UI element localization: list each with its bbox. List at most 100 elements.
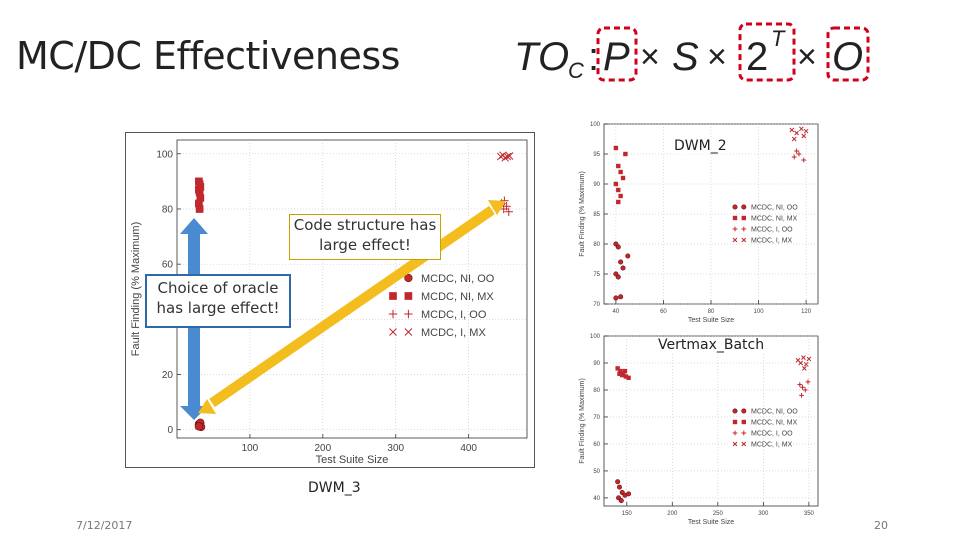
br-point-1-3 [623,374,629,379]
br-xtick-label-1: 200 [667,511,678,517]
br-legend-label-0: MCDC, NI, OO [751,408,798,415]
code-structure-note: Code structure has large effect! [289,214,441,260]
formula-p-box [596,26,638,82]
tr-point-1-1 [616,163,621,169]
tr-ylabel: Fault Finding (% Maximum) [579,171,586,257]
main-point-3-2 [501,154,509,162]
tr-point-3-0 [789,127,795,133]
br-legend-marker-a-1 [732,419,738,425]
formula: T O C : P × S × 2 T × O [514,22,870,83]
main-point-3-4 [505,152,514,160]
br-plot-area [603,335,819,507]
tr-series-3 [789,126,809,142]
br-point-3-4 [806,356,812,362]
br-ytick-label-5: 90 [593,361,600,367]
main-xtick-label-1: 200 [314,443,331,454]
tr-ytick-label-2: 80 [593,242,600,248]
tr-series-0 [613,241,631,301]
tr-legend-marker-b-2 [741,226,747,232]
tr-point-3-3 [803,128,809,134]
tr-legend-marker-b-3 [741,237,747,243]
tr-point-0-7 [613,295,619,301]
br-series-1 [615,366,631,381]
br-point-3-5-b [801,366,807,371]
main-point-1-5 [196,194,205,202]
tr-point-0-8 [618,294,624,300]
main-point-3-2-b [501,154,509,162]
br-legend-marker-a-3-b [732,441,738,447]
br-xlabel: Test Suite Size [688,519,734,526]
tr-point-0-2 [618,259,624,265]
tr-point-3-5-b [801,133,807,139]
br-xtick-label-3: 300 [758,511,769,517]
tr-point-1-8 [616,199,621,205]
formula-p: P [603,35,630,79]
br-ytick-label-3: 70 [593,415,600,421]
br-point-3-2 [801,355,806,360]
tr-point-1-0 [613,145,619,151]
tr-point-3-4 [791,136,797,142]
main-point-1-4 [195,188,204,197]
tr-point-1-7 [623,151,628,157]
main-xlabel: Test Suite Size [316,454,389,466]
br-point-2-1 [800,384,805,390]
br-point-0-6 [626,491,632,497]
br-point-3-0-b [795,357,801,363]
br-point-0-5 [618,498,624,504]
br-point-3-5 [801,366,807,371]
br-point-1-1 [618,368,623,374]
main-legend-label-0: MCDC, NI, OO [421,273,495,285]
main-legend-marker-a-0 [388,273,398,283]
tr-legend: MCDC, NI, OO MCDC, NI, MX MCDC, I, OO MCDC,… [732,204,798,244]
br-series-2 [797,379,811,398]
main-chart-caption: DWM_3 [308,480,361,496]
tr-ytick-label-1: 75 [593,272,600,278]
tr-point-3-1-b [794,130,799,136]
tr-point-1-2 [618,169,623,175]
tr-point-2-3 [794,148,799,154]
main-legend-label-2: MCDC, I, OO [421,309,487,321]
br-point-2-0 [797,382,803,387]
tr-xtick-label-2: 80 [708,309,715,315]
tr-legend-marker-b-3-b [741,237,747,243]
main-series-1 [195,177,205,213]
tr-point-1-6 [618,193,623,199]
br-xtick-label-2: 250 [713,511,724,517]
formula-t: T [514,35,541,79]
formula-2t-box [738,22,796,82]
tr-legend-label-0: MCDC, NI, OO [751,204,798,211]
br-point-1-6 [620,372,625,378]
main-point-0-4 [194,422,204,431]
tr-series-2 [791,148,807,163]
br-legend: MCDC, NI, OO MCDC, NI, MX MCDC, I, OO MCDC,… [732,408,798,448]
main-legend-marker-b-0 [404,273,413,283]
tr-point-2-2 [801,157,807,163]
br-point-1-4 [626,375,631,381]
main-ytick-label-1: 20 [162,370,174,381]
tr-legend-label-1: MCDC, NI, MX [751,215,798,222]
main-legend-label-3: MCDC, I, MX [421,327,486,339]
main-point-3-0-b [496,152,505,161]
br-point-3-3 [803,361,809,367]
tr-ytick-label-3: 85 [593,212,600,218]
dwm2-chart: 70 75 80 85 90 95 100 40 60 80 100 120 Test Suite Si… [579,122,819,324]
tr-point-0-3 [620,265,626,271]
tr-legend-marker-a-1 [732,215,738,221]
br-point-0-0 [615,479,621,485]
oracle-line-1: Choice of oracle [157,279,279,297]
br-point-3-1 [798,360,804,366]
tr-point-1-3 [620,175,626,181]
tr-legend-marker-b-0 [741,204,747,210]
main-point-3-4-b [505,152,514,160]
tr-point-2-1 [796,151,802,157]
oracle-note: Choice of oracle has large effect! [145,274,291,328]
main-xtick-label-0: 100 [242,443,259,454]
br-point-1-5 [617,371,622,376]
main-xtick-label-2: 300 [387,443,404,454]
tr-ytick-label-0: 70 [593,302,600,308]
br-legend-label-3: MCDC, I, MX [751,441,793,448]
tr-point-0-6 [625,253,631,259]
br-point-3-1-b [798,360,804,366]
slide-title: MC/DC Effectiveness [16,34,400,78]
oracle-line-2: has large effect! [156,299,280,317]
